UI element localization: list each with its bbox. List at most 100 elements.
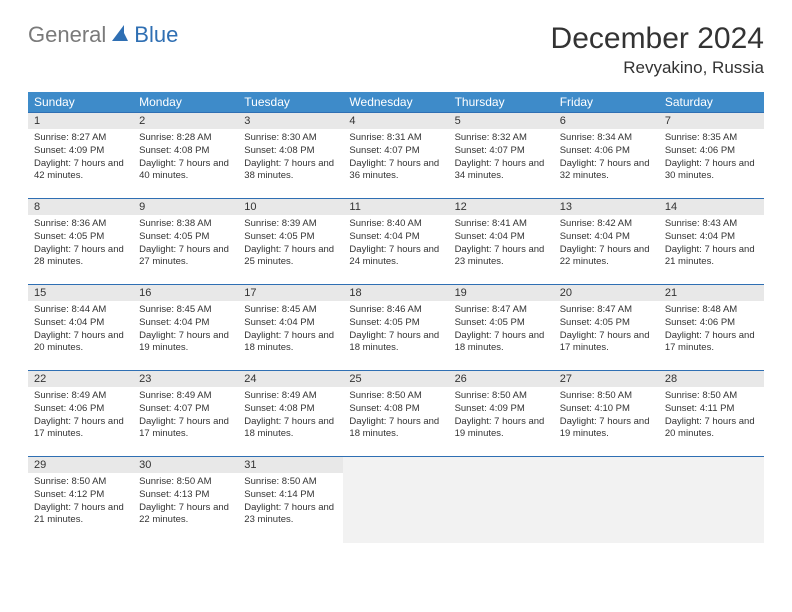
sunrise-text: Sunrise: 8:31 AM [349, 132, 442, 145]
sunset-text: Sunset: 4:07 PM [349, 145, 442, 158]
weekday-header: Wednesday [343, 92, 448, 113]
daylight-text: Daylight: 7 hours and 36 minutes. [349, 158, 442, 184]
calendar-day-cell: 5Sunrise: 8:32 AMSunset: 4:07 PMDaylight… [449, 113, 554, 199]
calendar-day-cell: 12Sunrise: 8:41 AMSunset: 4:04 PMDayligh… [449, 199, 554, 285]
calendar-day-cell: 14Sunrise: 8:43 AMSunset: 4:04 PMDayligh… [659, 199, 764, 285]
sunset-text: Sunset: 4:04 PM [455, 231, 548, 244]
day-content: Sunrise: 8:48 AMSunset: 4:06 PMDaylight:… [659, 301, 764, 359]
sunrise-text: Sunrise: 8:50 AM [665, 390, 758, 403]
daylight-text: Daylight: 7 hours and 28 minutes. [34, 244, 127, 270]
day-content: Sunrise: 8:50 AMSunset: 4:08 PMDaylight:… [343, 387, 448, 445]
day-content: Sunrise: 8:32 AMSunset: 4:07 PMDaylight:… [449, 129, 554, 187]
daylight-text: Daylight: 7 hours and 18 minutes. [244, 330, 337, 356]
sunset-text: Sunset: 4:04 PM [34, 317, 127, 330]
sunrise-text: Sunrise: 8:47 AM [560, 304, 653, 317]
sunset-text: Sunset: 4:06 PM [665, 317, 758, 330]
calendar-day-cell: 21Sunrise: 8:48 AMSunset: 4:06 PMDayligh… [659, 285, 764, 371]
day-number: 6 [554, 113, 659, 129]
daylight-text: Daylight: 7 hours and 20 minutes. [34, 330, 127, 356]
sunrise-text: Sunrise: 8:43 AM [665, 218, 758, 231]
sunrise-text: Sunrise: 8:38 AM [139, 218, 232, 231]
weekday-header: Sunday [28, 92, 133, 113]
calendar-day-cell: 17Sunrise: 8:45 AMSunset: 4:04 PMDayligh… [238, 285, 343, 371]
sunrise-text: Sunrise: 8:45 AM [139, 304, 232, 317]
daylight-text: Daylight: 7 hours and 34 minutes. [455, 158, 548, 184]
day-number: 16 [133, 285, 238, 301]
sunrise-text: Sunrise: 8:27 AM [34, 132, 127, 145]
day-number: 27 [554, 371, 659, 387]
day-content: Sunrise: 8:39 AMSunset: 4:05 PMDaylight:… [238, 215, 343, 273]
day-number: 28 [659, 371, 764, 387]
day-number: 7 [659, 113, 764, 129]
sunrise-text: Sunrise: 8:42 AM [560, 218, 653, 231]
calendar-day-cell: 26Sunrise: 8:50 AMSunset: 4:09 PMDayligh… [449, 371, 554, 457]
day-content: Sunrise: 8:49 AMSunset: 4:08 PMDaylight:… [238, 387, 343, 445]
calendar-day-cell: 31Sunrise: 8:50 AMSunset: 4:14 PMDayligh… [238, 457, 343, 543]
sunset-text: Sunset: 4:04 PM [665, 231, 758, 244]
calendar-week-row: 15Sunrise: 8:44 AMSunset: 4:04 PMDayligh… [28, 285, 764, 371]
weekday-header: Monday [133, 92, 238, 113]
daylight-text: Daylight: 7 hours and 17 minutes. [139, 416, 232, 442]
calendar-day-cell [449, 457, 554, 543]
daylight-text: Daylight: 7 hours and 23 minutes. [244, 502, 337, 528]
day-number: 8 [28, 199, 133, 215]
day-content: Sunrise: 8:31 AMSunset: 4:07 PMDaylight:… [343, 129, 448, 187]
day-content: Sunrise: 8:41 AMSunset: 4:04 PMDaylight:… [449, 215, 554, 273]
logo-text-general: General [28, 22, 106, 48]
sunrise-text: Sunrise: 8:50 AM [349, 390, 442, 403]
day-number: 5 [449, 113, 554, 129]
daylight-text: Daylight: 7 hours and 19 minutes. [560, 416, 653, 442]
sunset-text: Sunset: 4:08 PM [244, 403, 337, 416]
sunrise-text: Sunrise: 8:50 AM [34, 476, 127, 489]
daylight-text: Daylight: 7 hours and 24 minutes. [349, 244, 442, 270]
calendar-day-cell: 20Sunrise: 8:47 AMSunset: 4:05 PMDayligh… [554, 285, 659, 371]
day-number: 29 [28, 457, 133, 473]
daylight-text: Daylight: 7 hours and 20 minutes. [665, 416, 758, 442]
day-number: 25 [343, 371, 448, 387]
sunrise-text: Sunrise: 8:41 AM [455, 218, 548, 231]
calendar-day-cell: 10Sunrise: 8:39 AMSunset: 4:05 PMDayligh… [238, 199, 343, 285]
daylight-text: Daylight: 7 hours and 25 minutes. [244, 244, 337, 270]
month-title: December 2024 [551, 22, 764, 56]
sunrise-text: Sunrise: 8:30 AM [244, 132, 337, 145]
calendar-day-cell: 6Sunrise: 8:34 AMSunset: 4:06 PMDaylight… [554, 113, 659, 199]
day-content: Sunrise: 8:45 AMSunset: 4:04 PMDaylight:… [238, 301, 343, 359]
sunset-text: Sunset: 4:09 PM [455, 403, 548, 416]
daylight-text: Daylight: 7 hours and 19 minutes. [139, 330, 232, 356]
day-number: 22 [28, 371, 133, 387]
daylight-text: Daylight: 7 hours and 18 minutes. [455, 330, 548, 356]
day-content: Sunrise: 8:38 AMSunset: 4:05 PMDaylight:… [133, 215, 238, 273]
sunset-text: Sunset: 4:08 PM [244, 145, 337, 158]
sunset-text: Sunset: 4:06 PM [665, 145, 758, 158]
sunset-text: Sunset: 4:12 PM [34, 489, 127, 502]
sunrise-text: Sunrise: 8:49 AM [244, 390, 337, 403]
calendar-day-cell: 16 Sunrise: 8:45 AMSunset: 4:04 PMDayligh… [133, 285, 238, 371]
day-number: 9 [133, 199, 238, 215]
day-content: Sunrise: 8:40 AMSunset: 4:04 PMDaylight:… [343, 215, 448, 273]
sunrise-text: Sunrise: 8:50 AM [139, 476, 232, 489]
day-content: Sunrise: 8:28 AMSunset: 4:08 PMDaylight:… [133, 129, 238, 187]
day-number: 13 [554, 199, 659, 215]
day-content: Sunrise: 8:30 AMSunset: 4:08 PMDaylight:… [238, 129, 343, 187]
sunset-text: Sunset: 4:04 PM [560, 231, 653, 244]
calendar-day-cell: 19Sunrise: 8:47 AMSunset: 4:05 PMDayligh… [449, 285, 554, 371]
day-content: Sunrise: 8:50 AMSunset: 4:12 PMDaylight:… [28, 473, 133, 531]
logo: General Blue [28, 22, 178, 48]
sunrise-text: Sunrise: 8:49 AM [139, 390, 232, 403]
daylight-text: Daylight: 7 hours and 17 minutes. [34, 416, 127, 442]
weekday-header: Friday [554, 92, 659, 113]
calendar-day-cell: 8Sunrise: 8:36 AMSunset: 4:05 PMDaylight… [28, 199, 133, 285]
day-number: 21 [659, 285, 764, 301]
sunrise-text: Sunrise: 8:45 AM [244, 304, 337, 317]
daylight-text: Daylight: 7 hours and 18 minutes. [244, 416, 337, 442]
sunset-text: Sunset: 4:04 PM [139, 317, 232, 330]
daylight-text: Daylight: 7 hours and 40 minutes. [139, 158, 232, 184]
calendar-week-row: 1Sunrise: 8:27 AMSunset: 4:09 PMDaylight… [28, 113, 764, 199]
daylight-text: Daylight: 7 hours and 18 minutes. [349, 330, 442, 356]
daylight-text: Daylight: 7 hours and 22 minutes. [560, 244, 653, 270]
daylight-text: Daylight: 7 hours and 19 minutes. [455, 416, 548, 442]
daylight-text: Daylight: 7 hours and 32 minutes. [560, 158, 653, 184]
sunrise-text: Sunrise: 8:32 AM [455, 132, 548, 145]
day-number: 30 [133, 457, 238, 473]
sunrise-text: Sunrise: 8:44 AM [34, 304, 127, 317]
